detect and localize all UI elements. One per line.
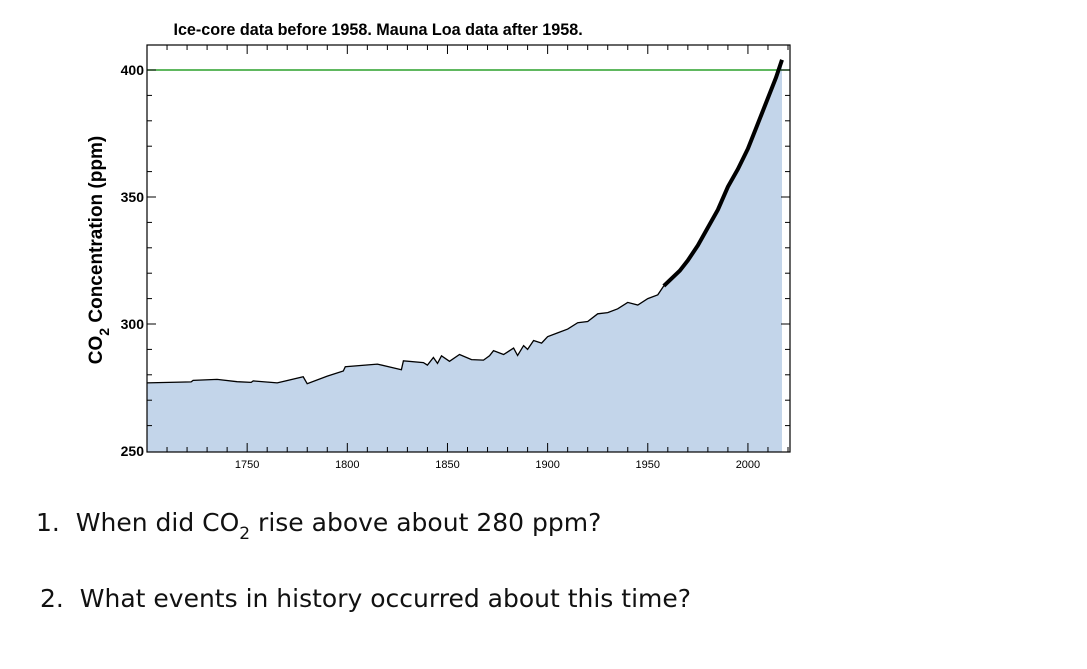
y-tick-label: 250 (121, 443, 145, 459)
ice-core-line (146, 285, 665, 385)
plot-frame (146, 44, 791, 453)
subscript: 2 (239, 524, 251, 544)
x-tick-label: 1850 (435, 459, 459, 471)
question-1-number: 1. (36, 508, 60, 537)
y-axis-label: CO2 Concentration (ppm) (86, 136, 112, 364)
x-tick-label: 2000 (736, 459, 760, 471)
y-tick-label: 400 (121, 62, 145, 78)
x-tick-label: 1750 (235, 459, 259, 471)
question-2: 2. What events in history occurred about… (40, 584, 691, 613)
area-fill (147, 59, 782, 453)
x-tick-label: 1800 (335, 459, 359, 471)
x-tick-label: 1900 (535, 459, 559, 471)
y-tick-label: 350 (121, 189, 145, 205)
y-tick-label: 300 (121, 316, 145, 332)
mauna-loa-line (662, 59, 784, 288)
plot-area: 1750 1800 1850 1900 1950 2000 250 300 350 400 (121, 44, 791, 471)
question-2-text: What events in history occurred about th… (79, 584, 692, 613)
question-1: 1. When did CO2 rise above about 280 ppm… (36, 508, 602, 543)
question-2-number: 2. (40, 584, 64, 613)
chart-title: Ice-core data before 1958. Mauna Loa dat… (173, 20, 582, 39)
question-1-text-end: rise above about 280 ppm? (250, 508, 602, 537)
x-tick-label: 1950 (636, 459, 660, 471)
question-1-text: When did CO (75, 508, 240, 537)
